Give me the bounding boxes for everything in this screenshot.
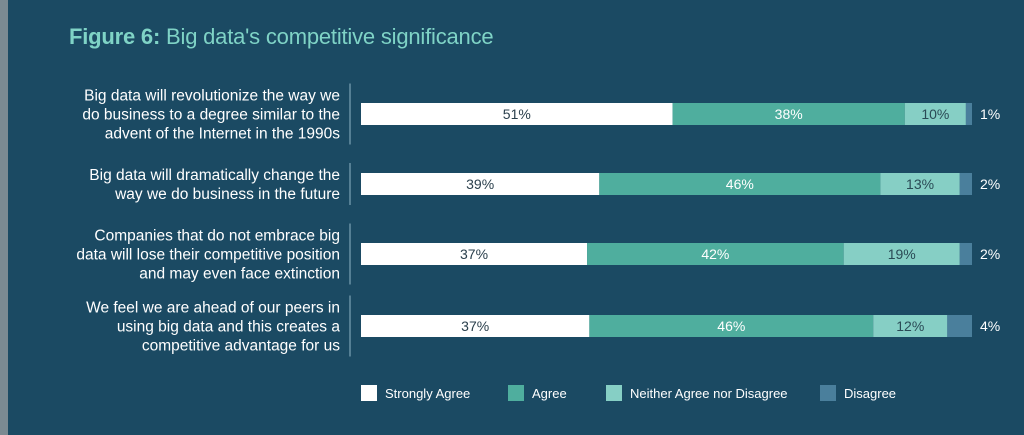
- bar-agree: [587, 243, 844, 265]
- data-label-disagree: 2%: [980, 176, 1000, 192]
- category-labels: Big data will revolutionize the way we do…: [76, 88, 340, 355]
- legend-swatch-neither: [606, 385, 622, 401]
- data-label-disagree: 4%: [980, 318, 1000, 334]
- figure-label: Figure 6:: [69, 24, 161, 49]
- data-label-agree: 38%: [775, 106, 803, 122]
- figure-title: Big data's competitive significance: [166, 24, 494, 49]
- bar-disagree: [959, 173, 972, 195]
- bar-neither: [843, 243, 960, 265]
- category-label: Companies that do not embrace big data wi…: [76, 228, 340, 283]
- bar-neither: [880, 173, 960, 195]
- data-label-neither: 12%: [896, 318, 924, 334]
- chart-title: Figure 6: Big data's competitive signifi…: [69, 24, 494, 50]
- legend-label-strongly-agree: Strongly Agree: [385, 386, 470, 401]
- category-label-line: do business to a degree similar to the: [82, 107, 340, 124]
- bar-strongly-agree: [361, 173, 600, 195]
- category-label-line: We feel we are ahead of our peers in: [86, 300, 340, 317]
- bar-disagree: [959, 243, 972, 265]
- left-edge-strip: [0, 0, 8, 435]
- data-label-neither: 13%: [906, 176, 934, 192]
- data-label-strongly-agree: 37%: [461, 318, 489, 334]
- category-label-line: competitive advantage for us: [142, 338, 340, 355]
- legend-swatch-strongly-agree: [361, 385, 377, 401]
- data-label-disagree: 1%: [980, 106, 1000, 122]
- bar-agree: [599, 173, 881, 195]
- data-label-strongly-agree: 51%: [503, 106, 531, 122]
- category-label-line: data will lose their competitive positio…: [76, 247, 340, 264]
- bar-neither: [904, 103, 966, 125]
- category-label: We feel we are ahead of our peers in usin…: [86, 300, 340, 355]
- bar-disagree: [947, 315, 972, 337]
- data-label-agree: 42%: [701, 246, 729, 262]
- bar-agree: [589, 315, 874, 337]
- bar-agree: [672, 103, 905, 125]
- data-label-neither: 10%: [921, 106, 949, 122]
- bars: 51% 38% 10% 1% 39% 46% 13% 2% 37% 42% 19% 2% 37% 46% 1…: [361, 103, 1000, 337]
- legend-swatch-agree: [508, 385, 524, 401]
- category-label-line: using big data and this creates a: [117, 319, 341, 336]
- bar-neither: [873, 315, 948, 337]
- data-label-neither: 19%: [888, 246, 916, 262]
- bar-strongly-agree: [361, 103, 673, 125]
- bar-strongly-agree: [361, 243, 588, 265]
- bar-strongly-agree: [361, 315, 590, 337]
- data-label-disagree: 2%: [980, 246, 1000, 262]
- category-label: Big data will dramatically change the way…: [89, 167, 340, 203]
- legend-label-neither: Neither Agree nor Disagree: [630, 386, 788, 401]
- bar-disagree: [965, 103, 972, 125]
- category-label-line: Companies that do not embrace big: [94, 228, 340, 245]
- category-label-line: Big data will dramatically change the: [89, 167, 340, 184]
- legend-label-disagree: Disagree: [844, 386, 896, 401]
- data-label-agree: 46%: [726, 176, 754, 192]
- category-label-line: Big data will revolutionize the way we: [84, 88, 340, 105]
- data-label-strongly-agree: 39%: [466, 176, 494, 192]
- legend-label-agree: Agree: [532, 386, 567, 401]
- legend-swatch-disagree: [820, 385, 836, 401]
- data-label-agree: 46%: [717, 318, 745, 334]
- category-label-line: advent of the Internet in the 1990s: [105, 126, 341, 143]
- data-label-strongly-agree: 37%: [460, 246, 488, 262]
- legend: Strongly Agree Agree Neither Agree nor Dis…: [361, 385, 896, 401]
- category-label-line: way we do business in the future: [114, 186, 340, 203]
- category-label-line: and may even face extinction: [139, 266, 340, 283]
- category-label: Big data will revolutionize the way we do…: [82, 88, 340, 143]
